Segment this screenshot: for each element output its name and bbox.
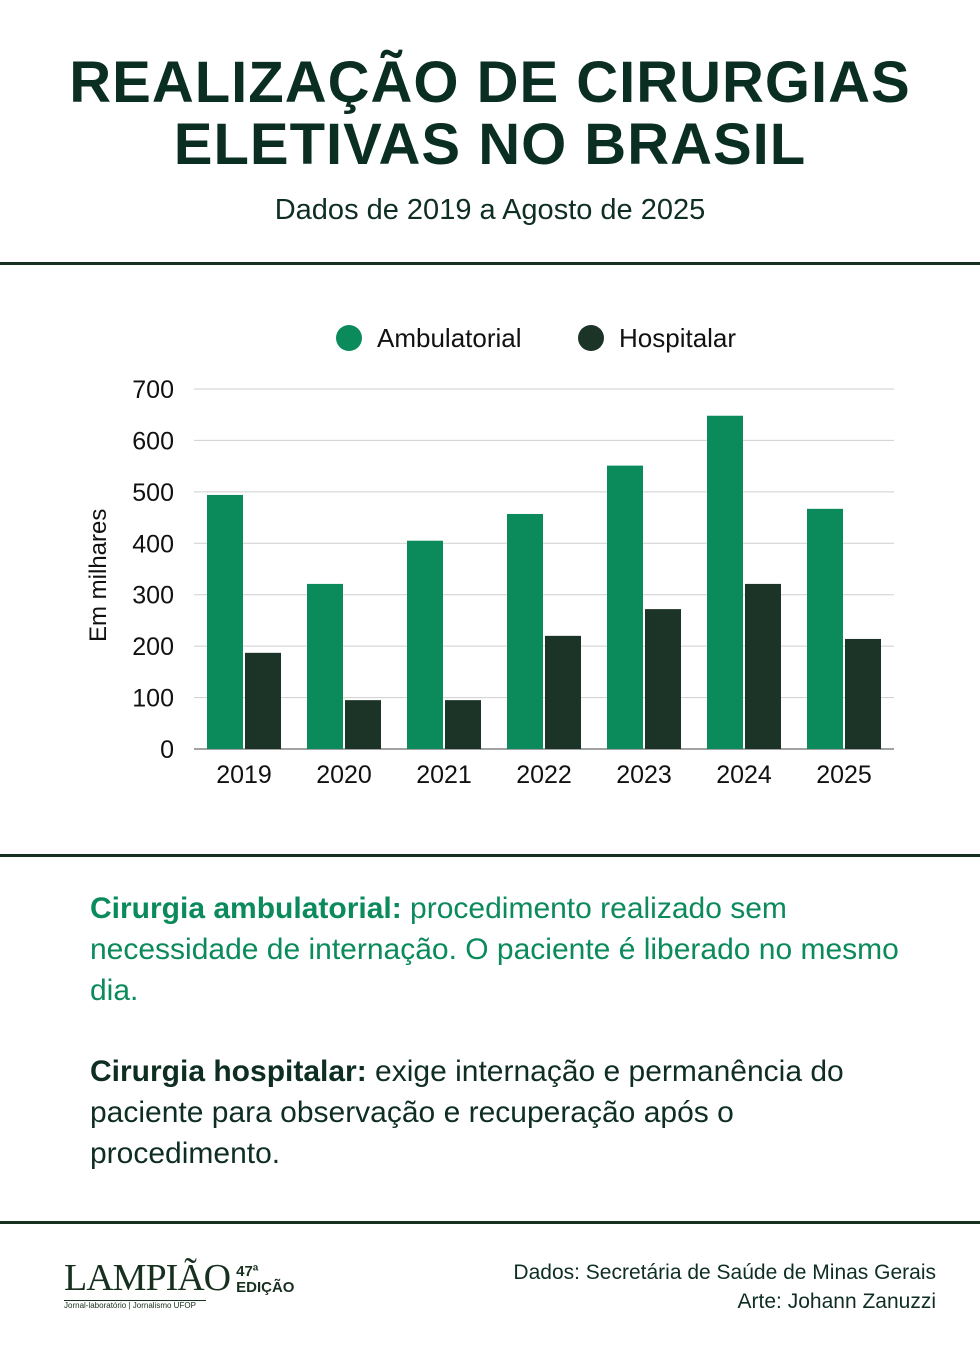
x-tick-label: 2024 (716, 761, 772, 789)
edition-label: EDIÇÃO (236, 1279, 295, 1296)
bar-hospitalar-2024 (745, 583, 781, 749)
y-tick-label: 600 (132, 427, 174, 455)
x-tick-label: 2021 (416, 761, 472, 789)
bar-ambulatorial-2025 (807, 508, 843, 749)
x-tick-label: 2022 (516, 761, 572, 789)
bar-chart: 0 100 200 300 400 500 600 700 Em milhares 2019 202… (85, 323, 894, 789)
logo-tagline: Jornal-laboratório | Jornalismo UFOP (64, 1300, 206, 1310)
definition-text: exige internação e permanência do pacien… (90, 1055, 844, 1170)
bar-ambulatorial-2023 (607, 465, 643, 749)
legend-label: Hospitalar (619, 323, 736, 353)
data-source: Dados: Secretária de Saúde de Minas Gera… (513, 1261, 936, 1284)
bar-ambulatorial-2022 (507, 513, 543, 749)
lampiao-logo: LAMPIÃO 47ª EDIÇÃO Jornal-laboratório | J… (64, 1256, 294, 1310)
y-tick-label: 200 (132, 633, 174, 661)
x-tick-label: 2023 (616, 761, 672, 789)
bar-hospitalar-2025 (845, 638, 881, 749)
y-tick-label: 700 (132, 376, 174, 404)
bar-hospitalar-2019 (245, 652, 281, 749)
divider (0, 854, 980, 857)
subtitle: Dados de 2019 a Agosto de 2025 (274, 194, 706, 226)
title-line-2: ELETIVAS NO BRASIL (173, 112, 807, 177)
art-credit: Arte: Johann Zanuzzi (737, 1290, 936, 1313)
y-tick-label: 300 (132, 582, 174, 610)
credits: Dados: Secretária de Saúde de Minas Gera… (513, 1258, 936, 1316)
bar-ambulatorial-2020 (307, 583, 343, 749)
logo-wordmark: LAMPIÃO (64, 1257, 231, 1299)
bar-hospitalar-2023 (645, 609, 681, 749)
definition-term: Cirurgia hospitalar: (90, 1055, 367, 1088)
bar-hospitalar-2020 (345, 700, 381, 749)
definition-term: Cirurgia ambulatorial: (90, 892, 402, 925)
y-tick-label: 100 (132, 685, 174, 713)
y-axis-label: Em milhares (85, 509, 112, 642)
legend-marker-hospitalar (578, 325, 604, 351)
title-line-1: REALIZAÇÃO DE CIRURGIAS (69, 50, 911, 115)
y-tick-label: 500 (132, 479, 174, 507)
legend-label: Ambulatorial (377, 323, 522, 353)
bar-ambulatorial-2024 (707, 415, 743, 749)
x-tick-label: 2019 (216, 761, 272, 789)
bar-ambulatorial-2019 (207, 494, 243, 749)
definition-hospitalar: Cirurgia hospitalar: exige internação e … (90, 1051, 910, 1174)
y-tick-label: 400 (132, 530, 174, 558)
edition-number: 47ª (236, 1263, 259, 1280)
definition-ambulatorial: Cirurgia ambulatorial: procedimento real… (90, 888, 910, 1011)
definition-text: procedimento realizado sem necessidade d… (90, 892, 899, 1007)
x-tick-label: 2025 (816, 761, 872, 789)
divider (0, 1221, 980, 1224)
bar-hospitalar-2022 (545, 635, 581, 749)
bar-hospitalar-2021 (445, 700, 481, 749)
divider (0, 262, 980, 265)
x-tick-label: 2020 (316, 761, 372, 789)
y-tick-label: 0 (160, 736, 174, 764)
legend-marker-ambulatorial (336, 325, 362, 351)
bar-ambulatorial-2021 (407, 540, 443, 749)
